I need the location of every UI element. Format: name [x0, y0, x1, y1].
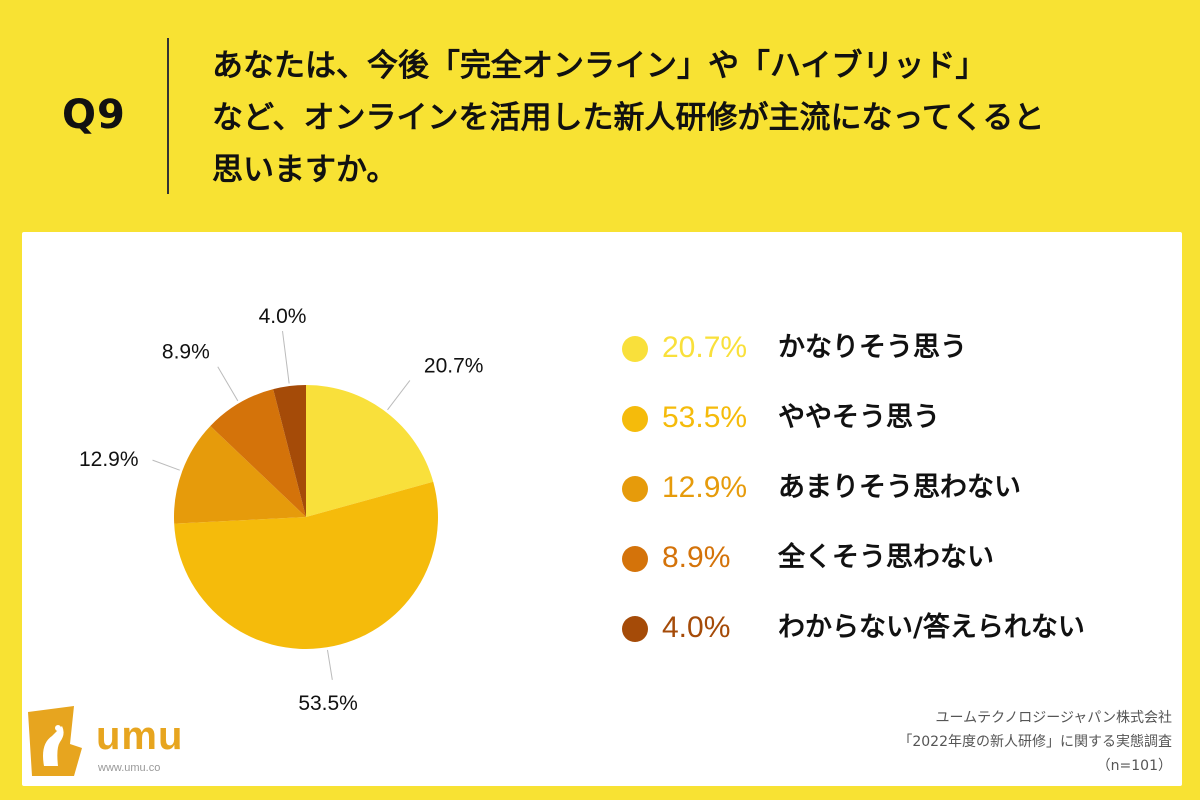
source-line-2: 「2022年度の新人研修」に関する実態調査	[898, 734, 1172, 750]
question-line-2: など、オンラインを活用した新人研修が主流になってくると	[212, 100, 1045, 136]
legend-label-3: 全くそう思わない	[778, 542, 994, 573]
pie-slice-2	[173, 426, 306, 524]
logo-url: www.umu.co	[98, 762, 161, 774]
pie-slice-4	[273, 385, 306, 517]
pie-leader-2	[152, 459, 180, 471]
pie-leader-0	[387, 380, 411, 411]
legend-item-4: 4.0% わからない/答えられない	[622, 604, 1182, 674]
legend-item-2: 12.9% あまりそう思わない	[622, 464, 1182, 534]
legend-label-0: かなりそう思う	[778, 332, 967, 363]
pie-value-label-2: 12.9%	[79, 448, 139, 471]
pie-slices	[173, 385, 438, 649]
legend-dot-1	[622, 406, 648, 432]
question-line-1: あなたは、今後「完全オンライン」や「ハイブリッド」	[212, 48, 987, 84]
pie-value-labels: 20.7% 53.5% 12.9% 8.9% 4.0%	[79, 305, 483, 715]
pie-value-label-3: 8.9%	[162, 341, 210, 364]
legend-label-2: あまりそう思わない	[778, 472, 1021, 503]
pie-value-label-0: 20.7%	[424, 354, 484, 377]
pie-leader-1	[326, 649, 333, 680]
legend-item-1: 53.5% ややそう思う	[622, 394, 1182, 464]
legend-dot-3	[622, 546, 648, 572]
question-line-3: 思いますか。	[212, 152, 398, 188]
source-note: ユームテクノロジージャパン株式会社 「2022年度の新人研修」に関する実態調査 …	[898, 706, 1172, 778]
question-text: あなたは、今後「完全オンライン」や「ハイブリッド」 など、オンラインを活用した新…	[212, 40, 1172, 196]
umu-logo-mark-icon	[28, 706, 82, 776]
legend-label-4: わからない/答えられない	[778, 612, 1085, 643]
pie-slice-3	[210, 389, 306, 517]
legend-dot-4	[622, 616, 648, 642]
legend-value-0: 20.7%	[662, 331, 748, 364]
chart-legend: 20.7% かなりそう思う 53.5% ややそう思う 12.9% あまりそう思わ…	[622, 324, 1182, 674]
header-divider	[167, 38, 169, 194]
legend-value-3: 8.9%	[662, 541, 731, 574]
legend-dot-2	[622, 476, 648, 502]
legend-value-2: 12.9%	[662, 471, 748, 504]
source-line-3: （n=101）	[1096, 758, 1172, 774]
legend-item-0: 20.7% かなりそう思う	[622, 324, 1182, 394]
umu-logo: umu www.umu.co	[22, 700, 222, 780]
source-line-1: ユームテクノロジージャパン株式会社	[935, 710, 1172, 726]
question-number: Q9	[62, 92, 126, 138]
legend-label-1: ややそう思う	[778, 402, 940, 433]
pie-leader-3	[217, 366, 239, 402]
pie-value-label-4: 4.0%	[259, 305, 307, 328]
legend-item-3: 8.9% 全くそう思わない	[622, 534, 1182, 604]
pie-slice-0	[306, 385, 434, 517]
chart-panel: 20.7% 53.5% 12.9% 8.9% 4.0% 20.7% かなりそう思う 53…	[22, 232, 1182, 786]
pie-slice-1	[174, 481, 438, 649]
pie-chart: 20.7% 53.5% 12.9% 8.9% 4.0%	[79, 305, 483, 715]
pie-leader-4	[282, 330, 290, 384]
logo-wordmark: umu	[96, 714, 184, 758]
pie-value-label-1: 53.5%	[298, 692, 358, 715]
pie-leader-lines	[152, 330, 411, 680]
legend-dot-0	[622, 336, 648, 362]
legend-value-1: 53.5%	[662, 401, 748, 434]
legend-value-4: 4.0%	[662, 611, 731, 644]
